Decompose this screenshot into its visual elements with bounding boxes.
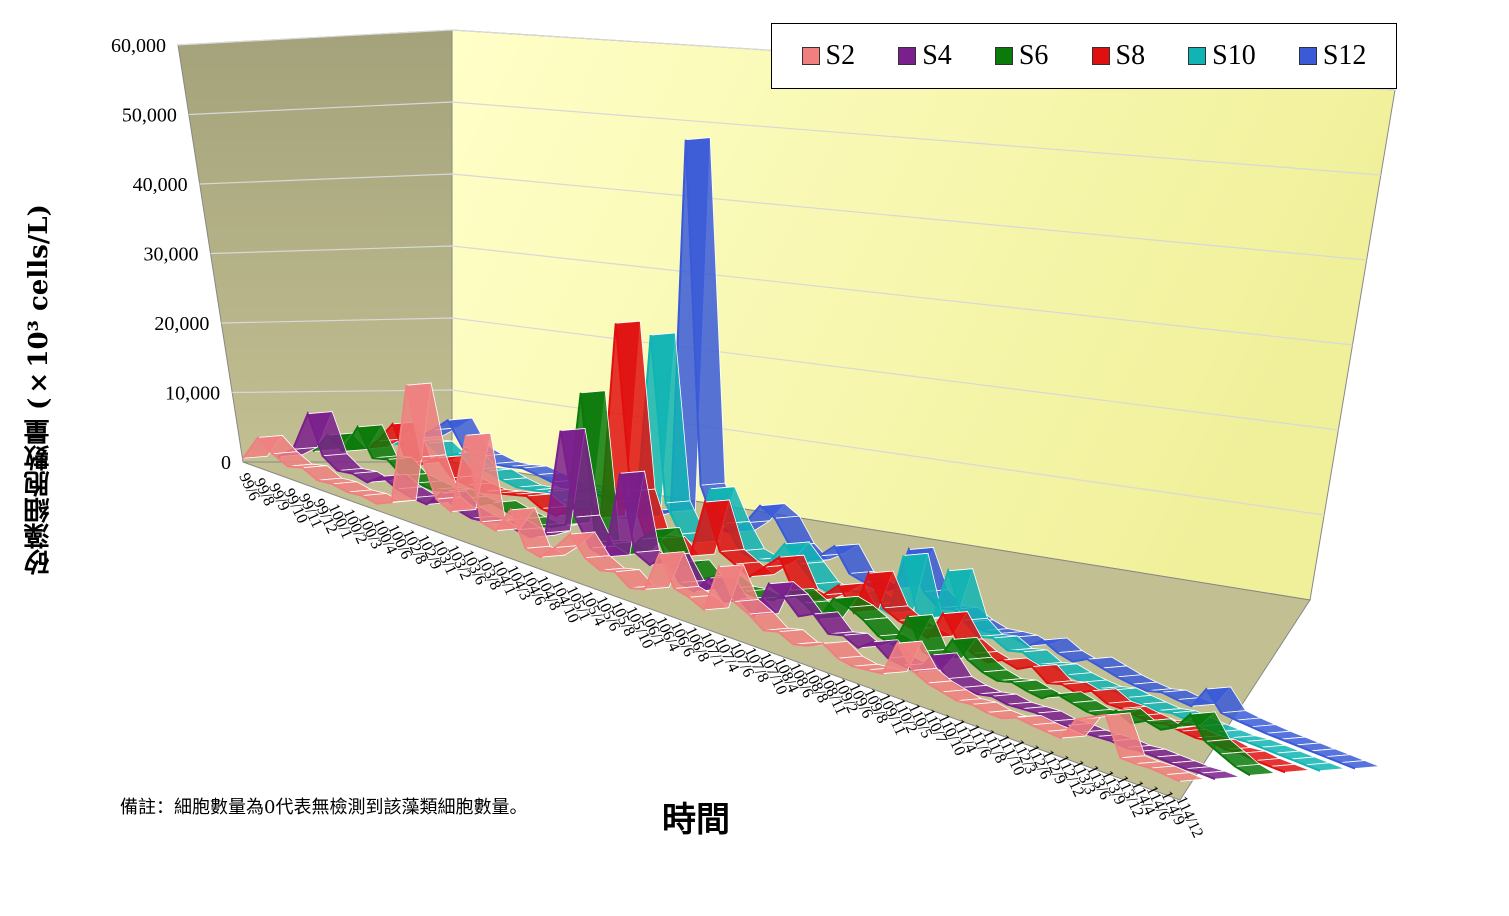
y-tick-label: 20,000 [154,313,209,335]
y-tick-label: 0 [221,452,231,474]
legend-swatch [1298,47,1317,65]
series-line [242,384,1181,783]
legend-label: S6 [1018,40,1049,71]
gridline [199,173,1367,261]
gridline [221,317,1339,431]
gridline [210,245,1353,346]
legend-item-S4: S4 [898,40,952,72]
y-axis-label: 矽藻細胞數量 (×10³ cells/L) [24,204,54,576]
gridline [232,389,1325,516]
legend-item-S12: S12 [1298,40,1367,72]
legend-label: S8 [1115,40,1146,71]
y-tick-label: 50,000 [122,105,177,127]
y-tick-label: 60,000 [111,35,166,57]
y-axis-ticks: 0 10,000 20,000 30,000 40,000 50,000 60,000 [111,35,231,474]
y-tick-label: 10,000 [165,383,220,405]
x-axis-label: 時間 [662,800,730,840]
legend-item-S2: S2 [801,40,856,72]
x-axis-ticks: 99/699/899/999/1099/1199/12100/1100/2100… [235,471,1206,841]
series-group [242,137,1380,783]
legend-swatch [1091,47,1110,65]
y-tick-label: 30,000 [144,244,199,266]
legend-label: S2 [825,40,856,71]
series-S2 [242,382,1205,783]
legend-item-S8: S8 [1091,40,1146,72]
gridline [188,101,1381,176]
legend-item-S6: S6 [994,40,1049,72]
legend-swatch [994,47,1013,65]
legend: S2 S4 S6 S8 S10 S12 [771,23,1397,89]
legend-swatch [801,47,820,65]
y-tick-label: 40,000 [133,174,188,196]
legend-item-S10: S10 [1188,40,1256,72]
legend-swatch [898,47,917,65]
legend-label: S10 [1212,40,1256,71]
footnote: 備註：細胞數量為0代表無檢測到該藻類細胞數量。 [120,797,528,818]
legend-label: S4 [922,40,952,71]
legend-label: S12 [1322,40,1367,71]
legend-swatch [1188,47,1207,65]
